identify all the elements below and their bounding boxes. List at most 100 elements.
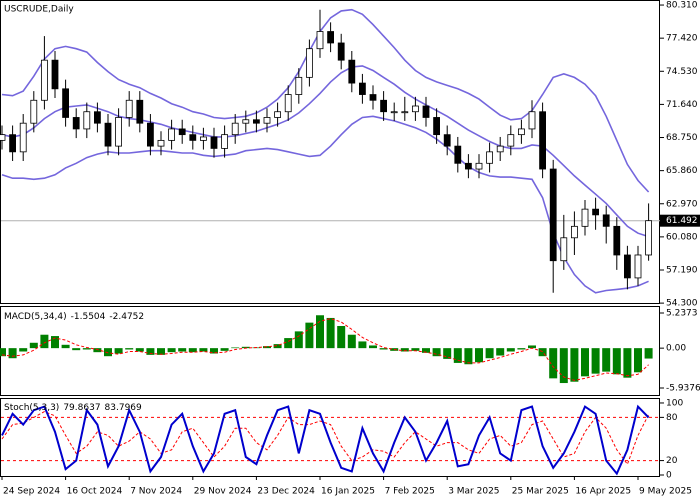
macd-bar (157, 348, 165, 355)
stoch-panel (0, 398, 660, 477)
macd-bar (273, 344, 282, 349)
title-value: 79.8637 (63, 403, 100, 413)
candle-body (30, 99, 38, 124)
candle-body (295, 76, 303, 95)
candle-body (9, 134, 17, 153)
macd-bar (369, 345, 377, 349)
candle-body (454, 145, 462, 164)
candle-body (634, 254, 642, 279)
candle-body (645, 220, 652, 256)
macd-bar (40, 334, 49, 349)
macd-bar (538, 348, 547, 357)
y-tick-label: 62.970 (666, 199, 698, 209)
x-tick-label: 24 Sep 2024 (3, 487, 60, 497)
y-tick-label: 54.300 (666, 299, 698, 309)
macd-bar (549, 348, 558, 379)
candle-body (199, 136, 207, 141)
x-tick-label: 23 Dec 2024 (257, 487, 315, 497)
candle-body (178, 128, 186, 136)
y-tick-label: 57.190 (666, 265, 698, 275)
macd-bar (559, 348, 568, 384)
candle-body (305, 48, 313, 78)
candle-body (348, 59, 356, 84)
candle-body (252, 119, 260, 124)
candle-body (136, 99, 144, 124)
candle-body (72, 117, 80, 130)
title-value: 83.7969 (105, 403, 142, 413)
macd-bar (178, 348, 187, 352)
y-tick-label: 60.080 (666, 232, 698, 242)
title-value: -2.4752 (109, 312, 144, 322)
macd-bar (167, 348, 176, 353)
candle-body (231, 122, 239, 136)
macd-bar (188, 348, 197, 353)
stoch-d (1, 411, 650, 466)
macd-bar (61, 344, 70, 349)
macd-bar (135, 348, 144, 352)
macd-bar (634, 348, 642, 373)
x-tick-label: 3 Mar 2025 (448, 487, 499, 497)
candle-body (157, 139, 165, 147)
candle-body (327, 31, 335, 44)
macd-bar (528, 345, 536, 349)
last-price-label: 61.492 (666, 216, 698, 226)
candle-body (168, 128, 176, 141)
y-tick-label: 80 (666, 413, 678, 423)
macd-bar (8, 348, 17, 359)
macd-bar (602, 348, 611, 372)
macd-bar (496, 348, 505, 356)
macd-bar (379, 348, 388, 350)
candle-body (380, 99, 388, 113)
candle-body (284, 94, 292, 113)
candle-body (83, 111, 91, 130)
candle-body (390, 111, 398, 114)
macd-bar (305, 322, 314, 349)
macd-bar (422, 348, 430, 353)
candle-body (19, 122, 27, 153)
x-tick-label: 16 Jan 2025 (321, 487, 375, 497)
macd-bar (570, 348, 579, 382)
candle-body (443, 134, 451, 147)
panel-title: MACD(5,34,4) -1.5504 -2.4752 (4, 312, 144, 322)
candle-body (94, 111, 101, 124)
macd-bar (443, 348, 452, 359)
candle-body (571, 225, 578, 239)
macd-bar (210, 348, 218, 354)
candle-body (549, 168, 557, 262)
candle-body (337, 42, 345, 61)
title-value: -1.5504 (71, 312, 106, 322)
candle-body (369, 94, 377, 101)
candle-body (41, 59, 48, 101)
last-price-box (660, 214, 700, 227)
macd-bar (475, 348, 483, 363)
candle-body (125, 99, 133, 118)
macd-bar (581, 348, 589, 377)
macd-bar (411, 348, 420, 351)
macd-bar (591, 348, 600, 374)
candle-body (358, 82, 366, 95)
bollinger-upper (1, 8, 650, 193)
candle-body (613, 225, 621, 256)
candle-body (242, 119, 250, 124)
y-tick-label: 5.2373 (666, 308, 698, 318)
candle-body (602, 214, 610, 227)
macd-bar (400, 348, 409, 352)
title-name: MACD(5,34,4) (4, 312, 67, 322)
y-tick-label: 74.530 (666, 67, 698, 77)
candle-body (401, 111, 409, 114)
macd-bar (517, 348, 526, 350)
macd-bar (644, 348, 653, 359)
candle-body (592, 208, 599, 216)
macd-bar (114, 348, 123, 354)
candle-body (274, 111, 282, 118)
y-tick-label: 65.860 (666, 166, 698, 176)
y-tick-label: -5.9376 (666, 383, 700, 393)
x-tick-label: 25 Mar 2025 (512, 487, 569, 497)
x-tick-label: 16 Oct 2024 (67, 487, 123, 497)
bollinger-lower (1, 115, 649, 294)
macd-bar (29, 342, 38, 349)
macd-bar (51, 336, 59, 349)
panel-title: Stoch(5,3,3) 79.8637 83.7969 (4, 403, 142, 413)
candle-body (51, 59, 59, 90)
